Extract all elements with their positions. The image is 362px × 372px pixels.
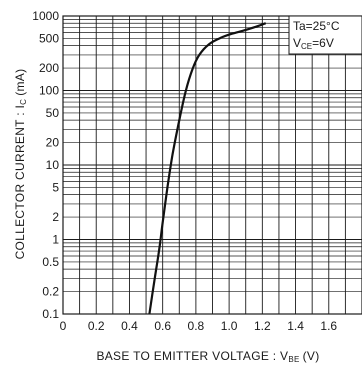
y-tick-label: 50: [46, 106, 60, 120]
annotation-box: [288, 15, 362, 55]
y-tick-label: 1: [52, 233, 59, 247]
x-tick-label: 0.4: [121, 319, 138, 333]
x-tick-label: 0.2: [88, 319, 105, 333]
annotation-vce-subscript: CE: [301, 42, 312, 51]
x-tick-label: 1.6: [320, 319, 337, 333]
curve-layer: [148, 22, 267, 315]
y-axis-title-subscript: C: [19, 99, 28, 105]
x-tick-label: 1.4: [287, 319, 304, 333]
x-tick-label: 1.2: [254, 319, 271, 333]
x-axis-title-unit: (V): [303, 349, 320, 363]
x-tick-label: 0.8: [188, 319, 205, 333]
x-tick-label: 0.6: [154, 319, 171, 333]
x-axis-title: BASE TO EMITTER VOLTAGE : VBE (V): [96, 349, 319, 364]
y-tick-label: 20: [46, 136, 60, 150]
y-tick-label: 10: [46, 158, 60, 172]
x-tick-label: 1.0: [221, 319, 238, 333]
y-axis-title-text: COLLECTOR CURRENT : I: [13, 105, 27, 260]
x-axis-title-text: BASE TO EMITTER VOLTAGE : V: [96, 349, 288, 363]
x-axis-title-subscript: BE: [288, 355, 299, 364]
y-tick-label: 0.2: [42, 285, 59, 299]
condition-annotation: Ta=25°C VCE=6V: [288, 15, 362, 55]
y-tick-labels: 1000 500 200 100 50 20 10 5 2 1 0.5 0.2 0.1: [32, 9, 59, 321]
y-tick-label: 0.5: [42, 255, 59, 269]
annotation-temperature: Ta=25°C: [293, 19, 340, 33]
plot-frame: [62, 15, 362, 315]
y-tick-label: 500: [39, 31, 59, 45]
y-axis-title-unit: (mA): [13, 69, 27, 96]
y-tick-label: 100: [39, 84, 59, 98]
y-tick-label: 200: [39, 61, 59, 75]
x-tick-labels: 0 0.2 0.4 0.6 0.8 1.0 1.2 1.4 1.6: [60, 319, 338, 333]
y-tick-label: 5: [52, 180, 59, 194]
y-tick-label: 1000: [32, 9, 59, 23]
grid-lines: [63, 16, 362, 314]
ic-vbe-curve: [148, 22, 267, 315]
x-tick-label: 0: [60, 319, 67, 333]
y-tick-label: 2: [52, 210, 59, 224]
annotation-vce-prefix: V: [293, 36, 301, 50]
annotation-vce-suffix: =6V: [312, 36, 334, 50]
y-tick-label: 0.1: [42, 307, 59, 321]
y-axis-title: COLLECTOR CURRENT : IC (mA): [13, 69, 28, 260]
annotation-vce: VCE=6V: [293, 36, 334, 51]
